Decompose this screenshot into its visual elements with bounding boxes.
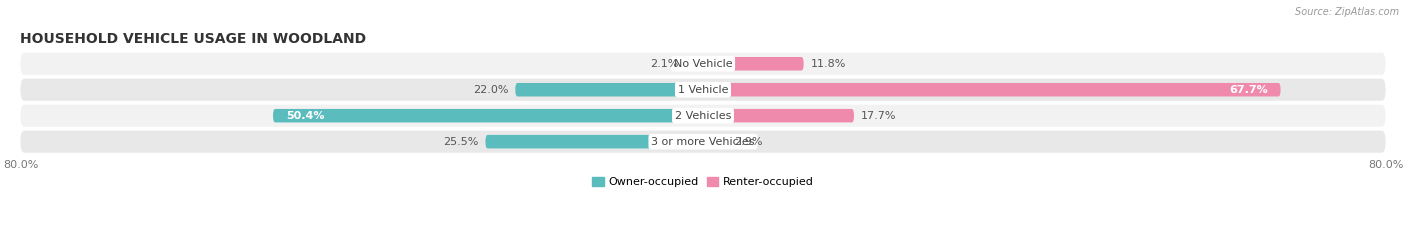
FancyBboxPatch shape [685,57,703,71]
Text: 22.0%: 22.0% [472,85,509,95]
Text: 25.5%: 25.5% [443,137,478,147]
FancyBboxPatch shape [21,131,1385,153]
Text: 11.8%: 11.8% [810,59,846,69]
Legend: Owner-occupied, Renter-occupied: Owner-occupied, Renter-occupied [588,172,818,192]
FancyBboxPatch shape [485,135,703,148]
Text: 17.7%: 17.7% [860,111,897,121]
Text: 2.1%: 2.1% [650,59,678,69]
FancyBboxPatch shape [703,83,1281,96]
FancyBboxPatch shape [21,53,1385,75]
FancyBboxPatch shape [21,79,1385,101]
Text: No Vehicle: No Vehicle [673,59,733,69]
FancyBboxPatch shape [703,57,804,71]
Text: 67.7%: 67.7% [1229,85,1268,95]
FancyBboxPatch shape [703,109,853,123]
FancyBboxPatch shape [21,105,1385,127]
FancyBboxPatch shape [703,135,728,148]
Text: 50.4%: 50.4% [285,111,325,121]
FancyBboxPatch shape [516,83,703,96]
Text: 3 or more Vehicles: 3 or more Vehicles [651,137,755,147]
Text: HOUSEHOLD VEHICLE USAGE IN WOODLAND: HOUSEHOLD VEHICLE USAGE IN WOODLAND [21,32,367,46]
Text: 2.9%: 2.9% [734,137,763,147]
Text: 2 Vehicles: 2 Vehicles [675,111,731,121]
FancyBboxPatch shape [273,109,703,123]
Text: Source: ZipAtlas.com: Source: ZipAtlas.com [1295,7,1399,17]
Text: 1 Vehicle: 1 Vehicle [678,85,728,95]
